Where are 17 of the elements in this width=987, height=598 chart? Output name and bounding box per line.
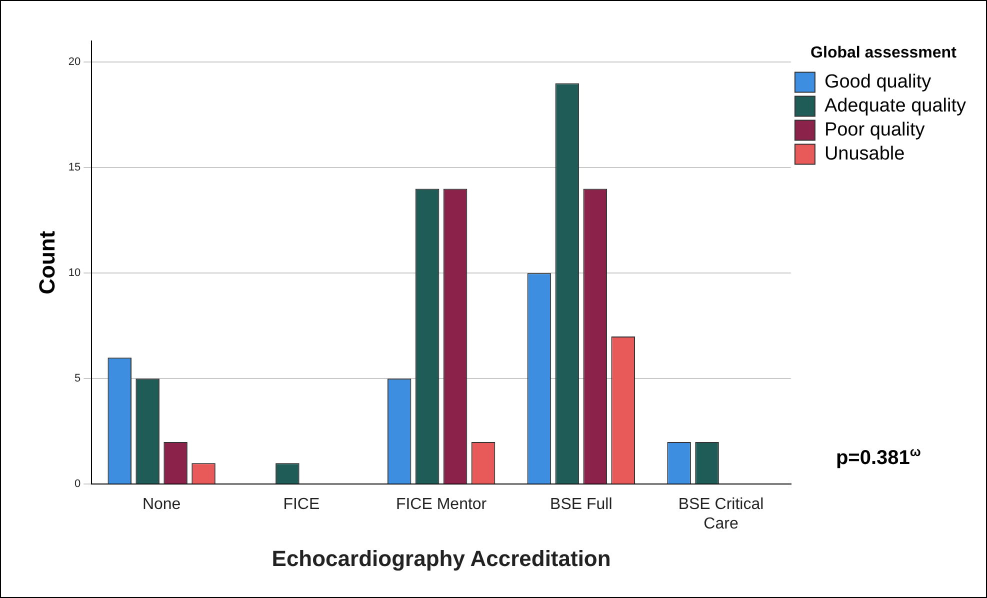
x-axis-title: Echocardiography Accreditation (272, 546, 611, 571)
legend-label: Adequate quality (824, 95, 966, 116)
legend-title: Global assessment (810, 44, 958, 62)
x-tick-label: None (142, 496, 181, 514)
y-tick-label: 10 (68, 267, 81, 280)
x-tick-label: BSE Critical Care (678, 496, 764, 532)
x-tick-label: BSE Full (550, 496, 612, 514)
y-tick-label: 0 (74, 478, 81, 490)
x-tick-label: FICE Mentor (396, 496, 488, 514)
y-axis-title: Count (34, 230, 60, 294)
y-tick-label: 15 (68, 162, 81, 174)
x-tick-label: FICE (283, 496, 320, 514)
y-tick-label: 5 (74, 372, 81, 385)
legend-label: Poor quality (824, 119, 926, 140)
legend-label: Good quality (824, 71, 932, 92)
legend-label: Unusable (824, 143, 905, 164)
y-tick-label: 20 (68, 56, 81, 68)
